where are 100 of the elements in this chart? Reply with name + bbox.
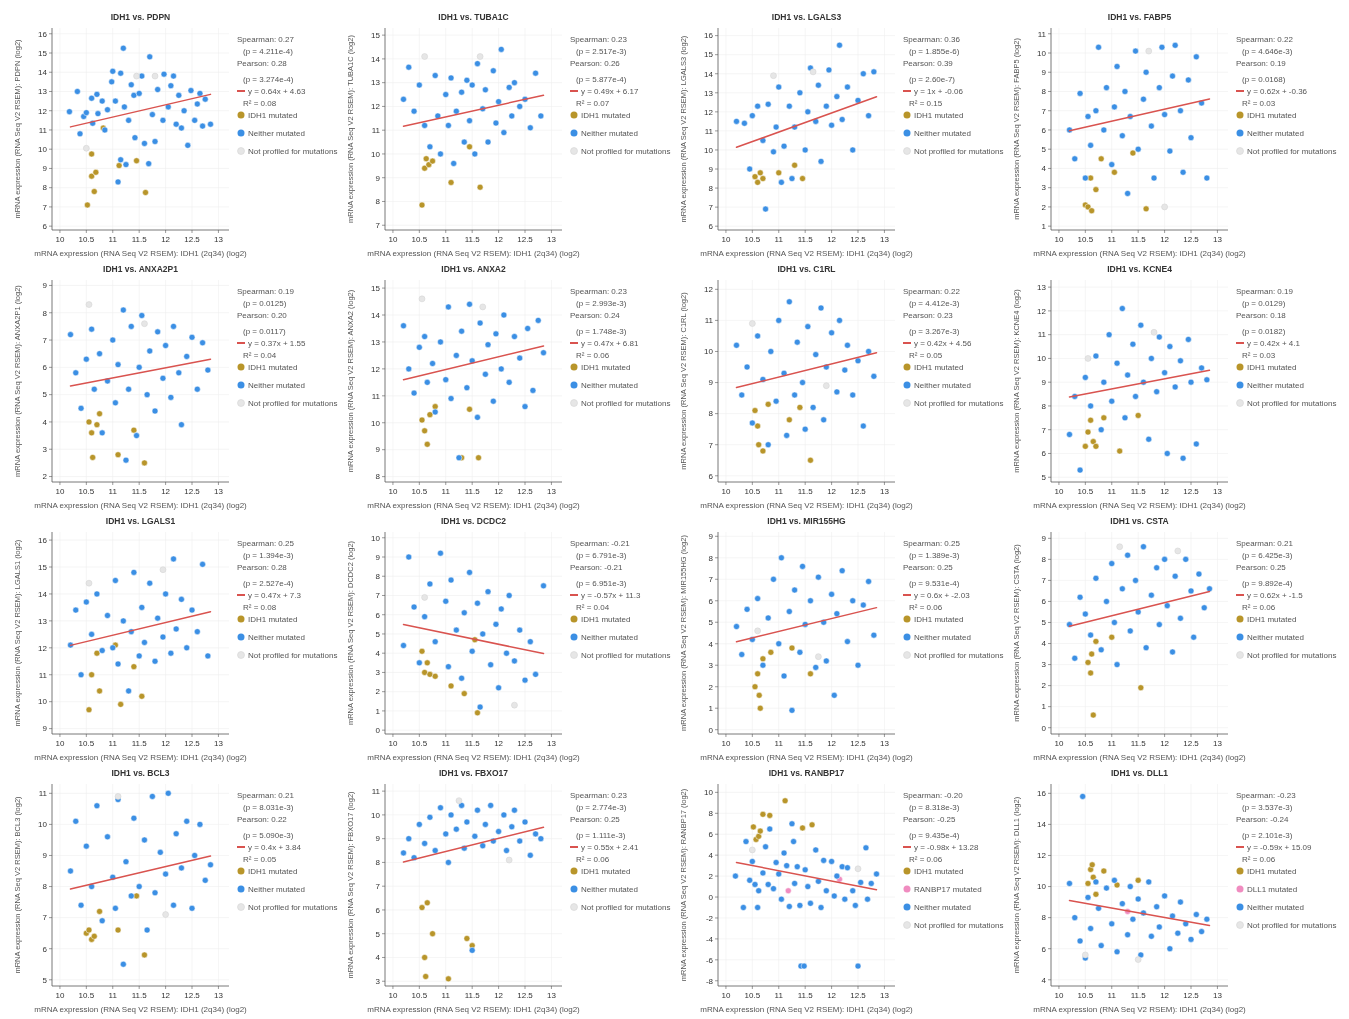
legend-label: Neither mutated <box>581 381 638 390</box>
y-tick-label: 2 <box>708 871 714 881</box>
x-axis-title: mRNA expression (RNA Seq V2 RSEM): IDH1 (2q34) (log2) <box>1033 501 1247 510</box>
x-tick-label: 11.5 <box>464 235 481 244</box>
x-tick-label: 13 <box>879 487 890 496</box>
chart-title: IDH1 vs. DLL1 <box>1110 768 1169 778</box>
x-tick-label: 11.5 <box>797 235 814 244</box>
y-tick-label: 3 <box>1041 183 1047 193</box>
y-tick-label: 12 <box>38 643 48 653</box>
y-tick-label: 4 <box>375 649 381 658</box>
x-tick-label: 10 <box>55 739 65 748</box>
x-tick-label: 10.5 <box>1077 487 1094 496</box>
x-tick-label: 12.5 <box>850 235 867 244</box>
legend-label: Neither mutated <box>914 903 971 912</box>
x-tick-label: 13 <box>546 487 557 496</box>
y-tick-label: 7 <box>42 202 48 212</box>
x-tick-label: 12 <box>161 739 171 748</box>
y-tick-label: 12 <box>704 285 714 295</box>
y-tick-label: 10 <box>704 145 714 155</box>
x-tick-label: 10 <box>721 991 731 1000</box>
y-tick-label: 12 <box>38 106 48 116</box>
x-tick-label: 12 <box>1160 235 1170 244</box>
x-tick-label: 12.5 <box>850 739 867 748</box>
text: (p = 9.892e-4) <box>1242 579 1293 588</box>
y-tick-label: 5 <box>375 629 381 639</box>
y-tick-label: 11 <box>371 125 381 135</box>
text: (p = 5.090e-3) <box>243 831 294 840</box>
y-tick-label: 8 <box>42 882 48 892</box>
legend-label: IDH1 mutated <box>248 363 298 372</box>
x-tick-label: 10.5 <box>1077 991 1094 1000</box>
x-tick-label: 11.5 <box>797 487 814 496</box>
y-tick-label: 6 <box>1041 944 1047 954</box>
text: Spearman: 0.25 <box>237 539 295 548</box>
x-tick-label: 11.5 <box>1130 991 1147 1000</box>
y-tick-label: 2 <box>1041 202 1047 212</box>
text: Spearman: 0.19 <box>1236 287 1294 296</box>
x-tick-label: 12 <box>161 991 171 1000</box>
y-tick-label: 8 <box>708 809 714 819</box>
x-tick-label: 12.5 <box>1183 739 1200 748</box>
x-tick-label: 11.5 <box>131 235 148 244</box>
legend-label: IDH1 mutated <box>581 867 631 876</box>
x-axis-title: mRNA expression (RNA Seq V2 RSEM): IDH1 (2q34) (log2) <box>34 1005 248 1014</box>
legend-label: Not profiled for mutations <box>581 399 671 408</box>
x-tick-label: 11 <box>441 739 451 748</box>
text: (p = 6.791e-3) <box>576 551 627 560</box>
legend-label: Neither mutated <box>914 633 971 642</box>
x-tick-label: 13 <box>546 739 557 748</box>
x-tick-label: 12.5 <box>184 991 201 1000</box>
y-tick-label: 12 <box>1037 306 1047 316</box>
text: (p = 4.412e-3) <box>909 299 960 308</box>
x-axis-title: mRNA expression (RNA Seq V2 RSEM): IDH1 (2q34) (log2) <box>367 501 581 510</box>
legend-label: Not profiled for mutations <box>1247 147 1337 156</box>
y-tick-label: 10 <box>704 788 714 798</box>
y-tick-label: 10 <box>38 820 48 830</box>
legend-label: IDH1 mutated <box>581 363 631 372</box>
legend-label: Not profiled for mutations <box>914 651 1004 660</box>
x-tick-label: 10.5 <box>411 739 428 748</box>
x-tick-label: 11 <box>774 991 784 1000</box>
text: Spearman: 0.27 <box>237 35 295 44</box>
chart-title: IDH1 vs. CSTA <box>1110 516 1169 526</box>
y-tick-label: 9 <box>375 445 381 455</box>
y-tick-label: 2 <box>42 472 48 482</box>
y-tick-label: 7 <box>708 202 714 212</box>
text: Pearson: 0.39 <box>903 59 954 68</box>
chart-title: IDH1 vs. ANXA2P1 <box>103 264 179 274</box>
text: Pearson: -0.21 <box>570 563 624 572</box>
text: R² = 0.08 <box>243 603 277 612</box>
legend-label: y = 0.37x + 1.55 <box>248 339 306 348</box>
y-tick-label: 15 <box>371 30 381 40</box>
x-tick-label: 10 <box>55 991 65 1000</box>
legend-label: Not profiled for mutations <box>581 651 671 660</box>
y-tick-label: 10 <box>38 697 48 707</box>
x-tick-label: 11 <box>108 487 118 496</box>
y-tick-label: 4 <box>708 850 714 860</box>
y-tick-label: 12 <box>704 107 714 117</box>
legend-label: Not profiled for mutations <box>248 651 338 660</box>
y-tick-label: -4 <box>705 934 714 944</box>
chart-title: IDH1 vs. FBXO17 <box>439 768 509 778</box>
y-tick-label: 10 <box>1037 48 1047 58</box>
x-tick-label: 11.5 <box>464 739 481 748</box>
text: Spearman: 0.22 <box>903 287 961 296</box>
chart-title: IDH1 vs. PDPN <box>110 12 171 22</box>
y-tick-label: -6 <box>705 955 714 965</box>
legend-label: y = 0.47x + 6.81 <box>581 339 639 348</box>
text: (p = 1.394e-3) <box>243 551 294 560</box>
x-tick-label: 10 <box>55 235 65 244</box>
y-tick-label: 13 <box>371 78 381 88</box>
y-tick-label: 5 <box>375 929 381 939</box>
y-tick-label: 2 <box>1041 681 1047 691</box>
x-tick-label: 10 <box>388 235 398 244</box>
legend-label: IDH1 mutated <box>248 867 298 876</box>
text: Spearman: 0.22 <box>1236 35 1294 44</box>
x-tick-label: 12.5 <box>517 991 534 1000</box>
legend-label: Not profiled for mutations <box>1247 651 1337 660</box>
y-tick-label: 13 <box>704 88 714 98</box>
y-tick-label: 10 <box>371 418 381 428</box>
y-tick-label: 6 <box>708 221 714 231</box>
text: (p = 4.646e-3) <box>1242 47 1293 56</box>
y-tick-label: 3 <box>42 445 48 455</box>
legend-label: Not profiled for mutations <box>581 903 671 912</box>
